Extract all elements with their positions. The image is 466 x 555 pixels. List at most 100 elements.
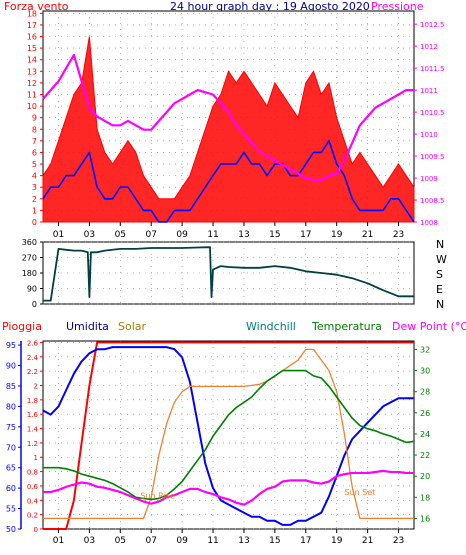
temperature-tick-label: 16	[420, 514, 430, 523]
x-tick-label: 23	[393, 536, 404, 546]
left-tick-label: 3	[32, 183, 37, 192]
humidity-tick-label: 75	[6, 423, 16, 432]
rain-tick-label: 1.8	[27, 397, 38, 405]
wind-x-axis: 01 03 05 07 09 11 13 15 17 19 21 23	[53, 222, 404, 240]
x-tick-label: 17	[300, 536, 311, 546]
x-tick-label: 15	[269, 536, 280, 546]
right-tick-label: 1009	[420, 175, 438, 183]
humidity-tick-label: 50	[6, 525, 16, 534]
left-tick-label: 12	[27, 79, 37, 88]
wind-gust-series	[42, 36, 415, 223]
x-tick-label: 01	[53, 536, 64, 546]
rain-tick-label: 1.4	[27, 426, 39, 434]
right-tick-label: 1008.5	[420, 197, 445, 205]
left-tick-label: 9	[32, 114, 37, 123]
temperature-tick-label: 26	[420, 409, 430, 418]
left-tick-label: 5	[32, 160, 37, 169]
rain-series	[43, 341, 414, 530]
direction-tick-label: 90	[27, 285, 37, 294]
rain-tick-label: 0	[34, 526, 38, 534]
wind-panel: Forza vento 24 hour graph day : 19 Agost…	[4, 0, 445, 240]
rain-tick-label: 0.2	[27, 512, 38, 520]
x-tick-label: 05	[115, 230, 126, 240]
x-tick-label: 21	[362, 536, 373, 546]
graph-title: 24 hour graph day : 19 Agosto 2020	[170, 0, 370, 13]
rain-tick-label: 2.4	[27, 354, 39, 362]
left-tick-label: 2	[32, 195, 37, 204]
temperature-tick-label: 30	[420, 367, 430, 376]
rain-tick-label: 2	[34, 382, 38, 390]
left-tick-label: 6	[32, 148, 37, 157]
temperature-tick-label: 32	[420, 345, 430, 354]
humidity-tick-label: 90	[6, 362, 16, 371]
x-tick-label: 09	[176, 230, 188, 240]
right-tick-label: 1012.5	[420, 21, 445, 29]
sunset-annotation: Sun Set	[344, 488, 375, 497]
rain-tick-label: 2.2	[27, 368, 38, 376]
x-tick-label: 15	[269, 230, 280, 240]
windchill-label: Windchill	[246, 320, 296, 333]
x-tick-label: 11	[207, 230, 218, 240]
x-tick-label: 03	[84, 230, 95, 240]
direction-tick-label: 360	[22, 238, 37, 247]
x-tick-label: 19	[331, 230, 343, 240]
temperature-tick-label: 24	[420, 430, 430, 439]
pressure-series	[42, 53, 414, 182]
x-tick-label: 23	[393, 230, 404, 240]
x-tick-label: 17	[300, 230, 311, 240]
x-tick-label: 13	[238, 536, 249, 546]
weather-panel: Pioggia Umidita Solar Windchill Temperat…	[2, 320, 466, 546]
temperature-label: Temperatura	[311, 320, 382, 333]
left-tick-label: 16	[27, 33, 37, 42]
left-tick-label: 7	[32, 137, 37, 146]
temperature-tick-label: 28	[420, 388, 430, 397]
x-tick-label: 07	[145, 536, 156, 546]
left-tick-label: 15	[27, 44, 37, 53]
solar-series	[43, 348, 414, 520]
rain-tick-label: 1	[34, 454, 38, 462]
solar-label: Solar	[118, 320, 147, 333]
humidity-tick-label: 70	[6, 443, 16, 452]
wind-left-label: Forza vento	[4, 0, 69, 13]
rain-tick-label: 1.6	[27, 411, 39, 419]
direction-plot-frame	[42, 241, 415, 305]
left-tick-label: 14	[27, 56, 37, 65]
wind-average-series	[42, 140, 415, 223]
sunrise-annotation: Sun Rise	[140, 491, 175, 500]
weather-x-axis: 01 03 05 07 09 11 13 15 17 19 21 23	[53, 529, 404, 546]
x-tick-label: 05	[115, 536, 126, 546]
left-tick-label: 13	[27, 67, 37, 76]
temperature-tick-label: 22	[420, 451, 430, 460]
right-tick-label: 1011	[420, 87, 438, 95]
humidity-tick-label: 85	[6, 382, 16, 391]
compass-label: N	[436, 298, 444, 311]
rain-axis: 0 0.2 0.4 0.6 0.8 1 1.2 1.4 1.6 1.8 2 2.2 2.4 2.6	[27, 339, 43, 534]
humidity-axis: 50 55 60 65 70 75 80 85 90 95	[6, 341, 22, 534]
humidity-tick-label: 60	[6, 484, 16, 493]
left-tick-label: 4	[32, 172, 37, 181]
x-tick-label: 07	[145, 230, 156, 240]
left-tick-label: 8	[32, 125, 37, 134]
left-tick-label: 0	[32, 218, 37, 227]
left-tick-label: 11	[27, 90, 37, 99]
dewpoint-label: Dew Point (°C)	[392, 320, 466, 333]
direction-tick-label: 0	[32, 300, 37, 309]
direction-tick-label: 270	[22, 254, 37, 263]
right-tick-label: 1011.5	[420, 65, 445, 73]
rain-tick-label: 0.8	[27, 469, 38, 477]
wind-series	[42, 36, 415, 223]
weather-series	[42, 341, 415, 530]
right-tick-label: 1010	[420, 131, 438, 139]
weather-plot-frame	[42, 340, 415, 530]
x-tick-label: 03	[84, 536, 95, 546]
x-tick-label: 01	[53, 230, 64, 240]
right-tick-label: 1009.5	[420, 153, 445, 161]
compass-label: W	[436, 253, 447, 266]
humidity-tick-label: 65	[6, 464, 16, 473]
temperature-axis: 16 18 20 22 24 26 28 30 32	[414, 345, 430, 523]
left-tick-label: 10	[27, 102, 37, 111]
compass-label: E	[436, 283, 443, 296]
humidity-tick-label: 55	[6, 505, 16, 514]
